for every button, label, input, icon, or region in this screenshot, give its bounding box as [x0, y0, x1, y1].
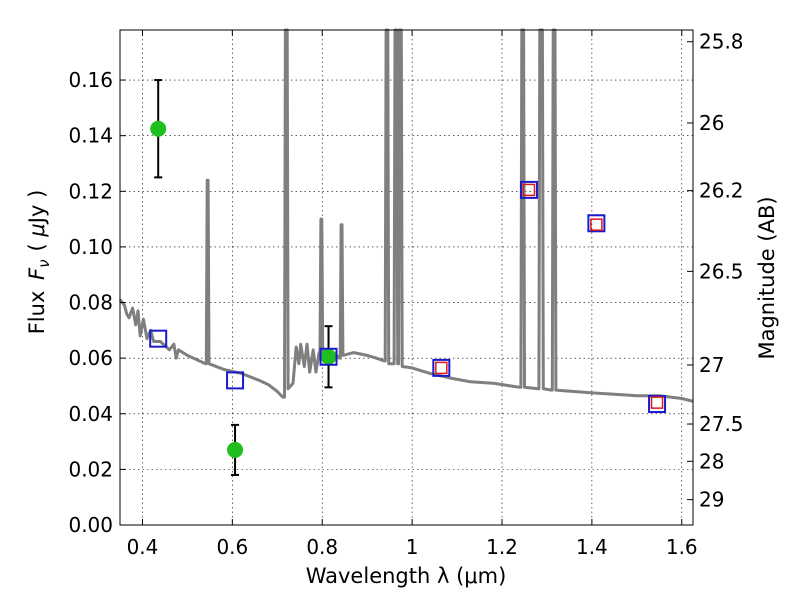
model-squares-group — [149, 180, 667, 414]
errorbar-group — [154, 79, 333, 476]
sed-curve — [118, 28, 694, 403]
plot-frame — [119, 29, 694, 526]
y-tick-label: 0.16 — [68, 68, 113, 92]
x-tick-label: 1.2 — [486, 535, 518, 559]
upper-limit-squares-group — [435, 183, 664, 409]
y-tick-label: 0.02 — [68, 457, 113, 481]
y-axis-label-left: Flux Fν( μJy ) — [25, 190, 53, 335]
mag-tick-label: 25.8 — [699, 30, 744, 54]
y-tick-label: 0.14 — [68, 124, 113, 148]
observed-points-group — [150, 120, 337, 458]
y-tick-label: 0.10 — [68, 235, 113, 259]
sed-curve-group — [118, 28, 694, 403]
upper-limit-square — [435, 361, 448, 375]
x-tick-label: 1.4 — [576, 535, 608, 559]
model-square — [319, 347, 338, 366]
model-square — [648, 395, 667, 414]
magnitude-tick-labels: 25.8 26 26.2 26.5 27 27.5 28 29 — [699, 30, 744, 512]
mag-tick-label: 26 — [699, 111, 724, 135]
upper-limit-square — [650, 396, 664, 409]
x-tick-labels: 0.4 0.6 0.8 1 1.2 1.4 1.6 — [127, 535, 698, 559]
mag-tick-label: 27.5 — [699, 412, 744, 436]
x-tick-label: 1 — [406, 535, 419, 559]
y-tick-label: 0.08 — [68, 291, 113, 315]
y-axis-label-right: Magnitude (AB) — [755, 196, 779, 359]
x-tick-label: 0.4 — [127, 535, 159, 559]
upper-limit-square — [590, 218, 603, 231]
x-axis-label: Wavelength λ (μm) — [306, 564, 507, 588]
mag-tick-label: 29 — [699, 488, 724, 512]
model-square — [149, 329, 168, 348]
y-tick-label: 0.00 — [68, 513, 113, 537]
model-square — [226, 371, 245, 390]
y-tick-label: 0.06 — [68, 346, 113, 370]
model-square — [432, 358, 451, 377]
y-tick-label: 0.04 — [68, 402, 113, 426]
x-tick-label: 1.6 — [666, 535, 698, 559]
observed-point — [150, 120, 167, 137]
model-square — [519, 180, 538, 199]
model-square — [587, 214, 606, 233]
y-tick-labels: 0.00 0.02 0.04 0.06 0.08 0.10 0.12 0.14 0.16 — [68, 68, 113, 537]
y-tick-label: 0.12 — [68, 179, 113, 203]
observed-point — [227, 441, 244, 458]
mag-tick-label: 27 — [699, 353, 724, 377]
observed-point — [320, 348, 337, 365]
ticks — [120, 30, 693, 526]
upper-limit-square — [522, 183, 536, 197]
mag-tick-label: 26.5 — [699, 259, 744, 283]
mag-tick-label: 26.2 — [699, 179, 744, 203]
x-tick-label: 0.6 — [216, 535, 248, 559]
x-tick-label: 0.8 — [306, 535, 338, 559]
mag-tick-label: 28 — [699, 449, 724, 473]
